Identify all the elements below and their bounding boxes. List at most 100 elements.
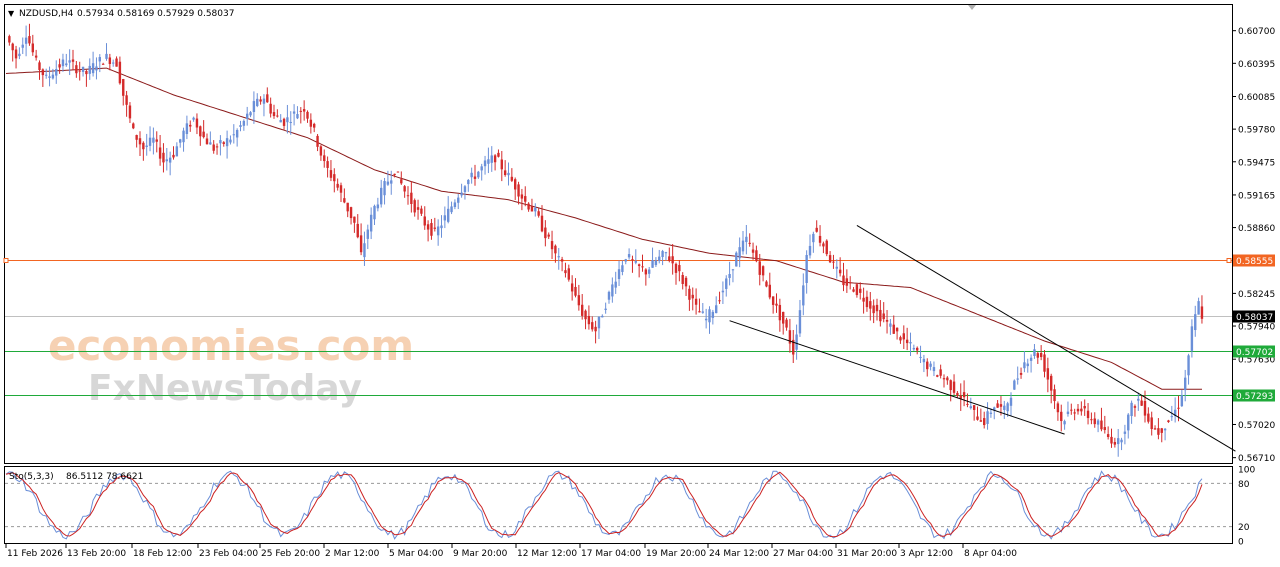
candle-body	[356, 223, 359, 238]
candle-body	[587, 315, 591, 325]
candle-body	[276, 115, 279, 117]
candle-body	[621, 265, 624, 272]
candle-body	[453, 202, 457, 208]
candle-body	[745, 236, 748, 243]
candle-body	[1110, 436, 1113, 444]
candle-body	[85, 70, 88, 75]
candle-body	[1150, 417, 1153, 430]
candle-body	[671, 256, 674, 264]
candle-body	[768, 284, 771, 298]
candle-body	[661, 251, 664, 258]
candle-body	[189, 124, 192, 127]
candle-body	[319, 146, 323, 156]
candle-body	[416, 207, 420, 210]
candle-body	[1106, 434, 1110, 437]
candle-body	[323, 155, 326, 162]
trendlines[interactable]	[729, 225, 1236, 452]
candle-body	[376, 204, 380, 209]
ma-line	[5, 67, 1202, 390]
candle-body	[688, 288, 691, 300]
candle-body	[71, 59, 75, 62]
candle-body	[493, 155, 497, 163]
candle-body	[1046, 368, 1050, 380]
candle-body	[316, 135, 319, 147]
candle-body	[75, 65, 78, 74]
candle-body	[457, 197, 460, 203]
candle-body	[55, 69, 58, 76]
candle-body	[1137, 398, 1140, 401]
candle-body	[1160, 428, 1163, 433]
candle-body	[1016, 378, 1019, 380]
candle-body	[433, 227, 436, 229]
price-tick-label: 0.60085	[1238, 93, 1275, 103]
candle-body	[698, 311, 701, 313]
candle-body	[209, 142, 212, 145]
candle-body	[845, 278, 849, 286]
candle-body	[259, 99, 262, 102]
candle-body	[1133, 406, 1137, 408]
candle-body	[1083, 405, 1086, 409]
candle-body	[91, 63, 95, 74]
candle-body	[460, 192, 463, 196]
candle-body	[842, 275, 845, 286]
candle-body	[1140, 400, 1143, 406]
ohlc-values: 0.57934 0.58169 0.57929 0.58037	[77, 9, 234, 19]
stochastic-signal-line	[5, 471, 1203, 538]
oscillator-label: Sto(5,3,3)	[9, 472, 54, 482]
candle-body	[838, 269, 842, 274]
candle-body	[195, 118, 199, 128]
candle-body	[470, 172, 473, 178]
symbol-dropdown-icon[interactable]: ▼	[8, 9, 15, 18]
candle-body	[138, 138, 142, 145]
candle-body	[1003, 405, 1006, 410]
candle-body	[51, 74, 55, 79]
candle-body	[279, 119, 282, 123]
main-panel[interactable]	[4, 4, 1233, 464]
candle-body	[269, 103, 272, 114]
candle-body	[215, 146, 219, 148]
candle-body	[641, 266, 644, 268]
price-tick-label: 0.57020	[1238, 421, 1275, 431]
candle-body	[771, 296, 775, 305]
candle-body	[795, 334, 798, 350]
candle-body	[302, 109, 306, 112]
candle-body	[802, 285, 805, 306]
candle-body	[18, 53, 21, 57]
candle-body	[256, 98, 259, 107]
candle-body	[983, 418, 986, 426]
candle-body	[168, 157, 172, 163]
scroll-marker-icon[interactable]	[968, 5, 976, 10]
candle-body	[872, 305, 875, 314]
candle-body	[540, 215, 544, 232]
candle-body	[1127, 414, 1130, 431]
level-anchor-left	[3, 258, 9, 263]
candle-body	[812, 233, 815, 243]
candle-body	[808, 245, 812, 256]
time-tick-label: 11 Feb 2026	[7, 549, 63, 559]
candle-body	[1039, 352, 1043, 358]
candle-body	[1019, 372, 1023, 375]
candle-body	[725, 278, 728, 289]
candle-body	[450, 206, 453, 213]
oscillator-panel[interactable]	[4, 466, 1233, 544]
candle-body	[805, 254, 808, 283]
symbol-label: NZDUSD,H4	[19, 9, 74, 19]
candle-body	[490, 155, 493, 163]
candle-body	[1009, 397, 1013, 406]
candle-body	[969, 406, 972, 409]
candle-body	[1113, 442, 1117, 445]
candle-body	[738, 247, 741, 259]
candle-body	[232, 134, 235, 136]
candle-body	[597, 316, 601, 329]
candle-body	[825, 240, 828, 255]
candle-body	[125, 95, 128, 105]
candle-body	[158, 147, 162, 159]
candle-body	[594, 326, 597, 332]
candle-body	[728, 274, 731, 278]
candle-body	[313, 123, 316, 128]
candle-body	[892, 324, 895, 334]
candle-body	[520, 194, 524, 199]
candle-body	[1200, 306, 1204, 319]
candle-body	[38, 62, 41, 70]
candle-body	[390, 180, 393, 184]
